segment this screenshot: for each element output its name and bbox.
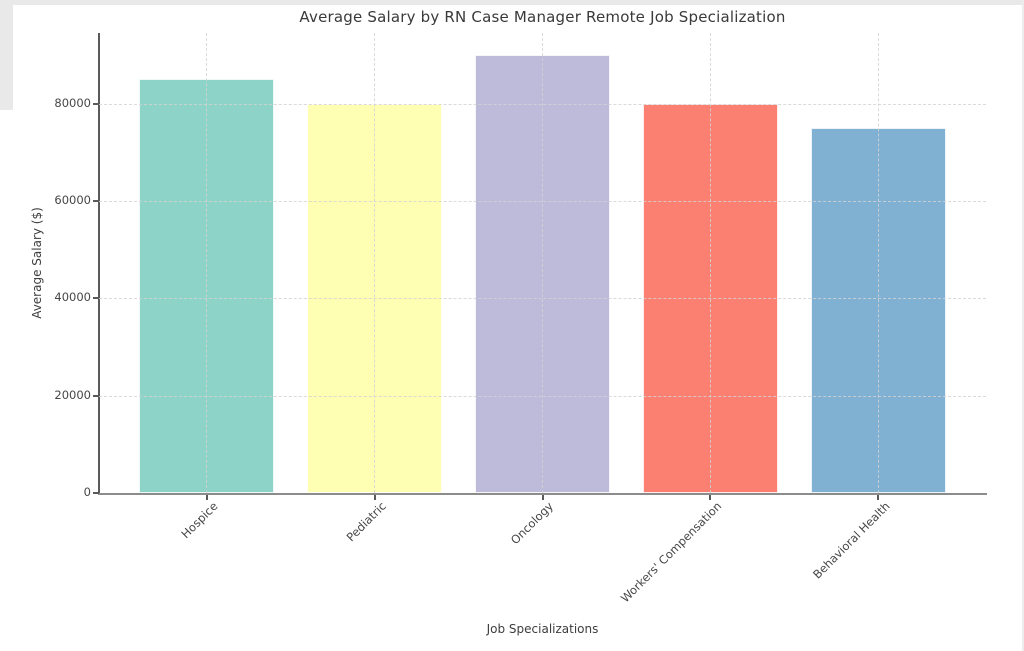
x-tick-label: Workers' Compensation	[618, 499, 725, 606]
vertical-gridline	[542, 33, 543, 493]
x-tick-label: Hospice	[178, 499, 221, 542]
chart-title: Average Salary by RN Case Manager Remote…	[299, 8, 786, 26]
x-axis-spine	[98, 493, 987, 495]
vertical-gridline	[374, 33, 375, 493]
y-tick-label: 80000	[54, 95, 91, 110]
screenshot-edge-right	[1022, 0, 1024, 651]
y-tick-mark	[93, 297, 99, 300]
y-tick-mark	[93, 492, 99, 494]
x-tick-label: Pediatric	[343, 499, 389, 545]
x-axis-label: Job Specializations	[486, 622, 599, 636]
y-tick-mark	[93, 394, 99, 397]
x-tick-mark	[373, 495, 376, 500]
x-tick-mark	[541, 495, 544, 500]
vertical-gridline	[206, 33, 207, 493]
y-tick-label: 0	[83, 485, 91, 499]
y-tick-label: 60000	[54, 192, 91, 207]
y-tick-mark	[93, 199, 99, 202]
y-tick-label: 40000	[54, 290, 91, 305]
vertical-gridline	[709, 33, 711, 493]
vertical-gridline	[877, 33, 879, 493]
x-tick-mark	[877, 495, 880, 500]
screenshot-edge-top	[0, 0, 1024, 5]
screenshot-edge-left	[0, 0, 13, 110]
plot-area	[99, 33, 986, 493]
x-tick-label: Behavioral Health	[809, 499, 893, 582]
x-tick-label: Oncology	[508, 499, 557, 548]
y-tick-mark	[93, 102, 99, 105]
y-axis-spine	[98, 33, 100, 495]
x-tick-mark	[205, 495, 208, 500]
y-tick-label: 20000	[54, 387, 91, 402]
x-tick-mark	[709, 495, 712, 500]
